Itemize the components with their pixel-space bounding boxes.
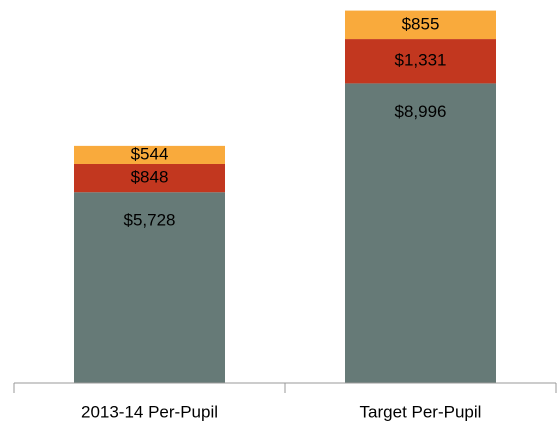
x-tick-label: Target Per-Pupil [360, 402, 482, 421]
bar-segment [345, 83, 496, 383]
data-label: $1,331 [395, 51, 447, 70]
bar-segment [74, 192, 225, 383]
data-label: $8,996 [395, 102, 447, 121]
bar-segment [74, 163, 225, 193]
data-label: $848 [131, 168, 169, 187]
data-label: $855 [402, 14, 440, 33]
bar-segment [345, 39, 496, 84]
bar-segment [74, 145, 225, 164]
data-label: $544 [131, 144, 169, 163]
bar-segment [345, 10, 496, 40]
x-tick-label: 2013-14 Per-Pupil [81, 402, 218, 421]
data-label: $5,728 [124, 211, 176, 230]
